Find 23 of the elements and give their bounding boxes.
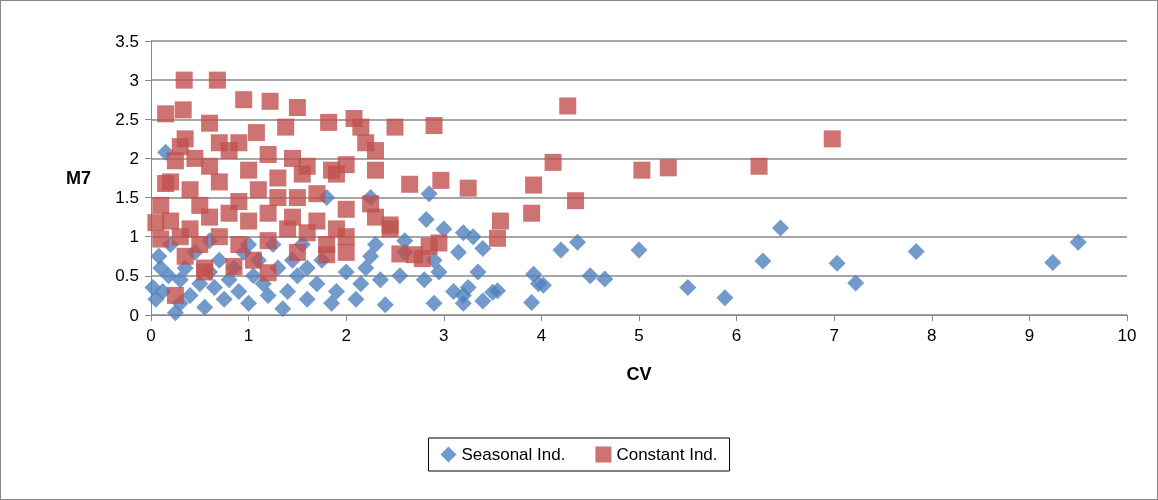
y-tick-label: 3	[129, 70, 139, 90]
x-tick-label: 10	[1117, 326, 1137, 345]
y-tick-label: 1.5	[115, 188, 139, 208]
y-tick-label: 0	[129, 305, 139, 325]
x-tick-label: 9	[1024, 326, 1035, 345]
x-tick-label: 6	[731, 326, 742, 345]
x-tick-label: 3	[439, 326, 449, 345]
x-tick-label: 0	[146, 326, 156, 345]
y-tick-label: 2.5	[115, 109, 139, 129]
x-axis-title: CV	[626, 364, 652, 384]
y-tick-label: 3.5	[115, 31, 139, 51]
x-tick-label: 5	[634, 326, 644, 345]
x-tick-label: 8	[927, 326, 937, 345]
legend-label: Constant Ind.	[616, 445, 718, 464]
y-tick-label: 1	[129, 227, 139, 247]
y-axis-title: M7	[65, 168, 91, 188]
x-tick-label: 2	[341, 326, 351, 345]
x-tick-label: 1	[243, 326, 254, 345]
x-tick-label: 7	[829, 326, 839, 345]
legend-label: Seasonal Ind.	[461, 445, 566, 464]
x-tick-label: 4	[536, 326, 547, 345]
y-tick-label: 0.5	[115, 266, 139, 286]
y-tick-label: 2	[129, 148, 139, 168]
